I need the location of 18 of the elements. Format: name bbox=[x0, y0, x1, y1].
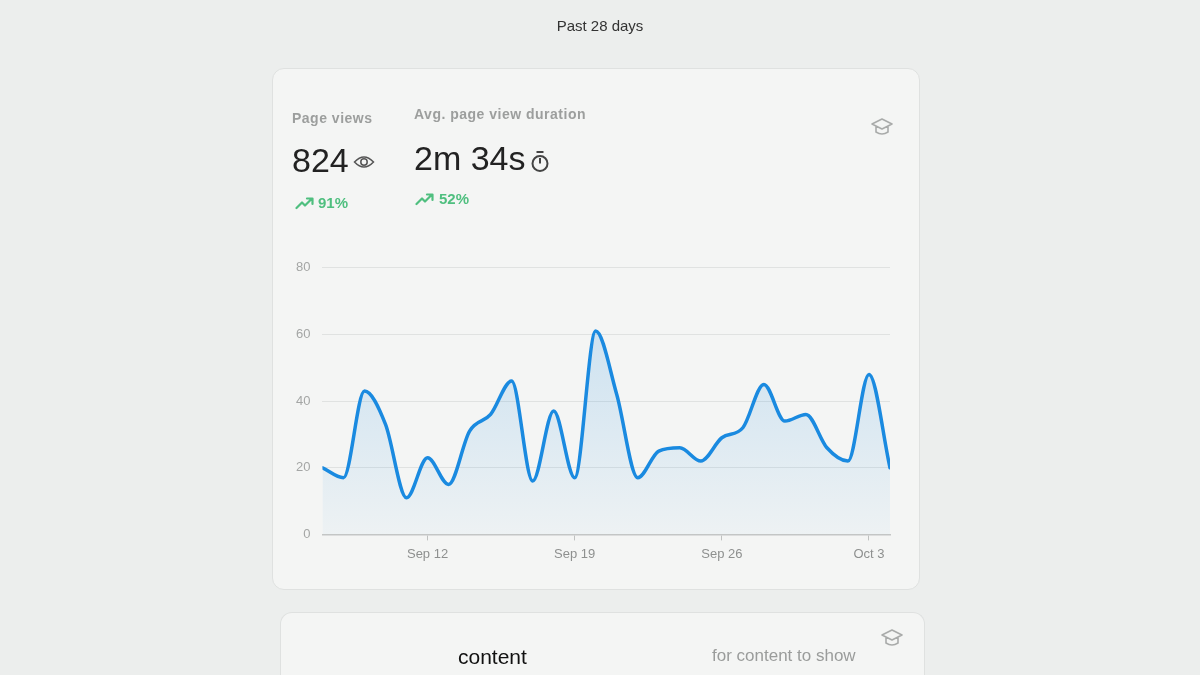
y-tick-label: 0 bbox=[303, 525, 311, 541]
y-tick-label: 40 bbox=[295, 392, 311, 408]
x-tick-label: Oct 3 bbox=[853, 545, 885, 561]
text: for content to show bbox=[712, 646, 856, 666]
x-tick-label: Sep 26 bbox=[701, 545, 743, 561]
y-tick-label: 80 bbox=[295, 259, 311, 275]
text: 824 bbox=[292, 141, 349, 181]
chart-title: Past 28 days bbox=[555, 17, 645, 35]
text: 52% bbox=[439, 190, 470, 208]
y-tick-label: 60 bbox=[295, 326, 311, 342]
x-tick-label: Sep 19 bbox=[554, 545, 596, 561]
text: Page views bbox=[292, 110, 373, 127]
y-tick-label: 20 bbox=[295, 459, 311, 475]
text: Avg. page view duration bbox=[414, 106, 587, 123]
x-tick-label: Sep 12 bbox=[406, 545, 449, 561]
text: content bbox=[458, 645, 527, 670]
text: 2m 34s bbox=[414, 139, 526, 179]
text: 91% bbox=[318, 194, 349, 212]
